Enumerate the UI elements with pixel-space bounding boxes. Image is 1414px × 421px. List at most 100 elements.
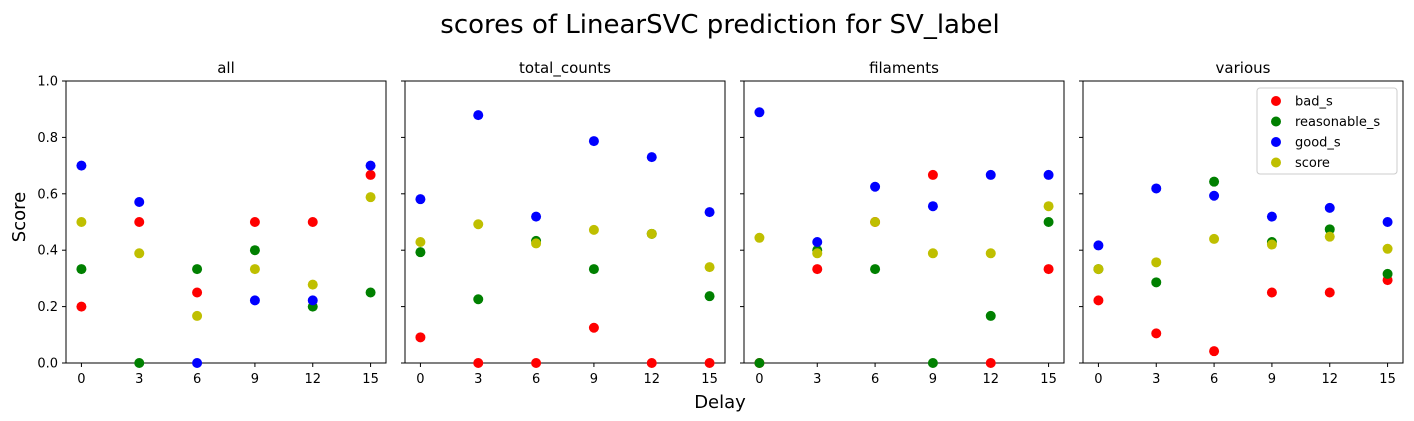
point-score [927,248,938,259]
point-reasonable_s [870,264,881,275]
point-bad_s [588,322,599,333]
point-good_s [870,181,881,192]
point-score [1382,243,1393,254]
point-bad_s [1043,264,1054,275]
y-tick-label: 0.6 [37,187,58,202]
point-reasonable_s [249,245,260,256]
point-score [1209,233,1220,244]
subplot-title: total_counts [519,59,611,78]
y-tick-label: 0.8 [37,131,58,146]
x-tick-label: 0 [77,372,85,387]
x-tick-label: 6 [193,372,201,387]
point-bad_s [1093,295,1104,306]
point-score [365,192,376,203]
point-good_s [415,194,426,205]
axes-frame [1082,80,1404,364]
point-score [531,238,542,249]
point-score [1093,264,1104,275]
chart-title: scores of LinearSVC prediction for SV_la… [440,10,999,40]
x-tick-label: 12 [1321,372,1338,387]
subplot-various: various 0 3 6 9 12 15 [1079,59,1404,387]
point-good_s [927,201,938,212]
legend-label-bad_s: bad_s [1295,95,1333,110]
y-tick-label: 0.4 [37,244,58,259]
point-score [646,228,657,239]
x-tick-label: 9 [590,372,598,387]
point-bad_s [1266,287,1277,298]
point-score [704,262,715,273]
point-score [812,248,823,259]
x-tick-label: 3 [135,372,143,387]
axes-frame [65,80,387,364]
point-bad_s [76,301,87,312]
x-tick-label: 3 [1152,372,1160,387]
point-bad_s [927,169,938,180]
point-good_s [704,207,715,218]
point-reasonable_s [985,310,996,321]
point-good_s [1093,240,1104,251]
point-good_s [985,169,996,180]
point-score [1043,201,1054,212]
subplot-total_counts: total_counts 0 3 6 9 12 15 [401,59,726,387]
point-score [134,248,145,259]
x-tick-label: 12 [304,372,321,387]
x-tick-label: 9 [1268,372,1276,387]
point-bad_s [249,217,260,227]
point-reasonable_s [134,358,145,368]
point-score [588,224,599,235]
point-bad_s [192,287,203,298]
point-good_s [1382,217,1393,227]
legend-marker-good_s [1271,137,1281,147]
point-good_s [134,196,145,207]
point-reasonable_s [1151,277,1162,288]
point-bad_s [415,332,426,343]
point-score [1266,239,1277,250]
point-bad_s [531,358,542,368]
point-good_s [76,160,87,171]
axes-frame [404,80,726,364]
y-tick-label: 0.2 [37,300,58,315]
x-tick-label: 0 [755,372,763,387]
x-tick-label: 9 [929,372,937,387]
point-score [415,237,426,248]
subplot-title: all [217,59,235,77]
point-reasonable_s [415,247,426,258]
point-reasonable_s [754,358,765,368]
point-good_s [588,136,599,147]
point-reasonable_s [192,264,203,275]
subplot-title: filaments [869,59,939,77]
legend-marker-score [1271,157,1281,168]
point-bad_s [812,264,823,275]
x-tick-label: 15 [362,372,379,387]
x-axis-label: Delay [694,392,746,413]
point-bad_s [1324,287,1335,298]
point-reasonable_s [1382,268,1393,279]
point-bad_s [365,169,376,180]
x-tick-label: 12 [982,372,999,387]
point-bad_s [1209,346,1220,357]
y-tick-label: 0.0 [37,357,58,372]
legend-label-good_s: good_s [1295,136,1341,151]
point-bad_s [985,358,996,368]
point-score [1151,257,1162,268]
point-score [1324,231,1335,242]
y-tick-label: 1.0 [37,75,58,90]
x-tick-label: 6 [1210,372,1218,387]
point-good_s [473,110,484,121]
point-bad_s [307,217,318,227]
point-good_s [1209,190,1220,201]
x-tick-label: 3 [474,372,482,387]
axes-frame [743,80,1065,364]
point-score [985,248,996,259]
point-reasonable_s [927,358,938,368]
point-reasonable_s [588,264,599,275]
subplot-title: various [1216,59,1271,77]
point-good_s [1151,183,1162,194]
point-good_s [531,211,542,222]
point-reasonable_s [1043,217,1054,227]
point-good_s [192,358,203,368]
x-tick-label: 15 [701,372,718,387]
subplot-filaments: filaments 0 3 6 9 12 15 [740,59,1065,387]
